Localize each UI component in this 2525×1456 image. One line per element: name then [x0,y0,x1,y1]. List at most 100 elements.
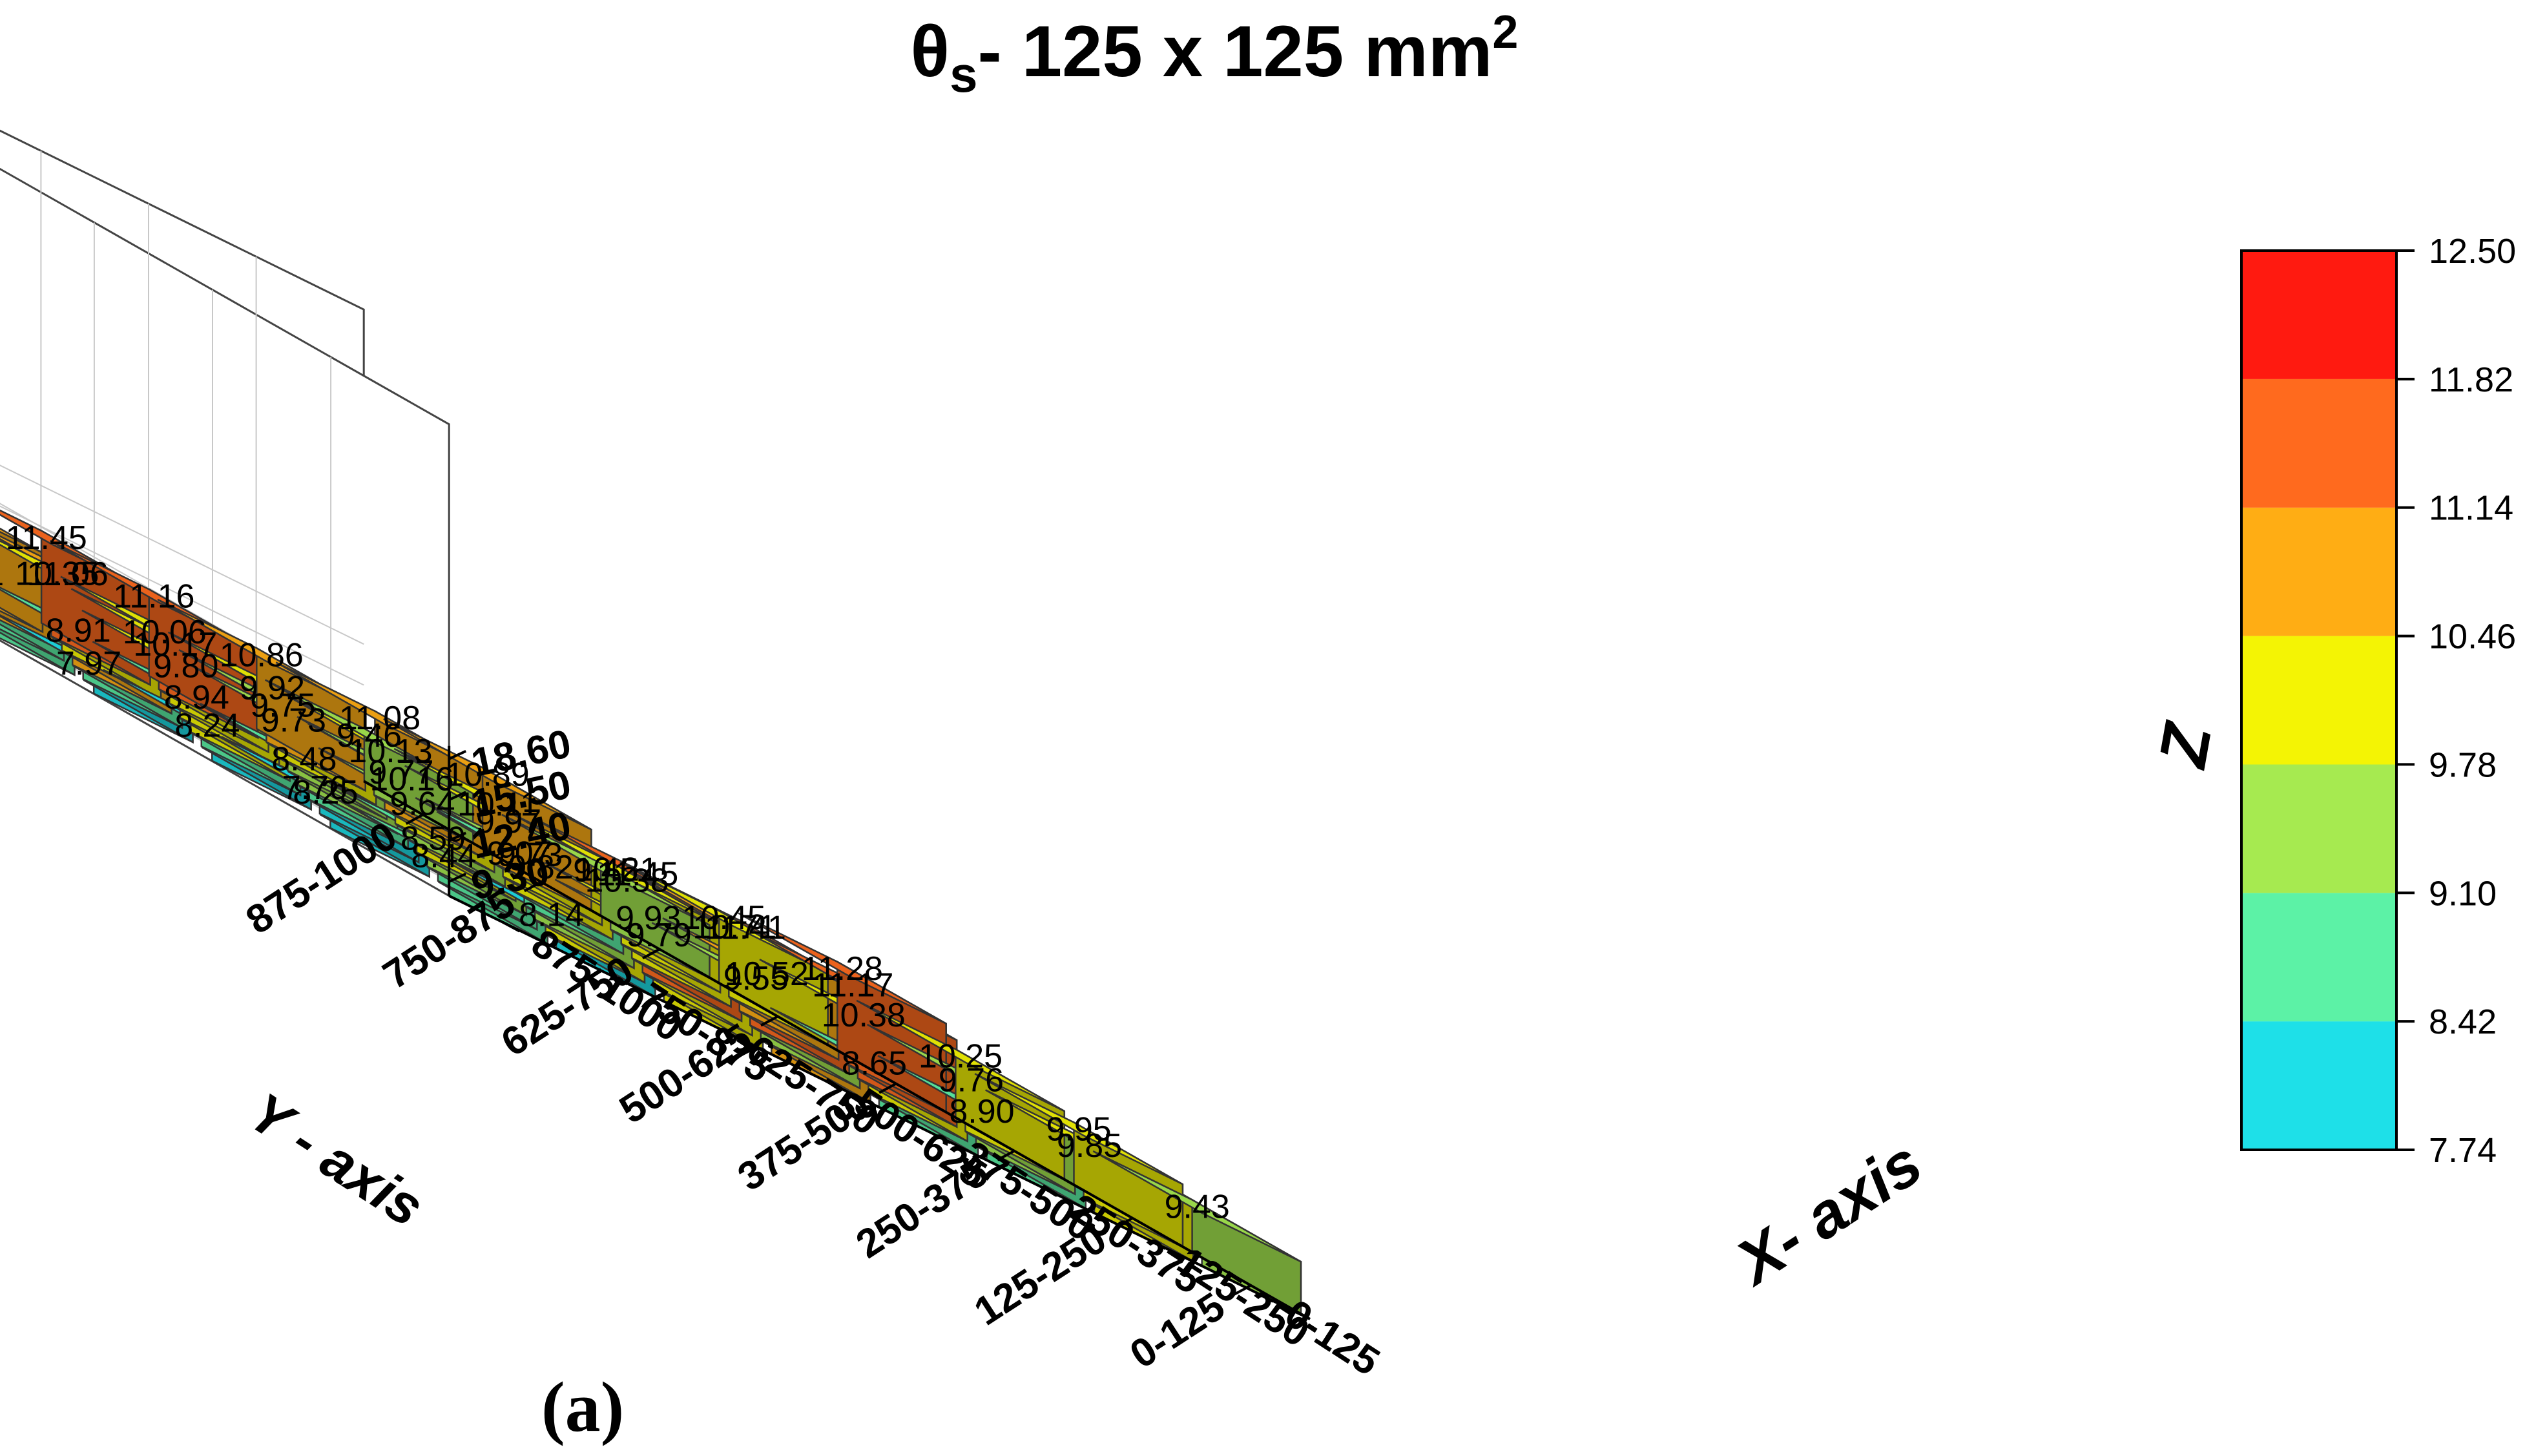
bar-value-label: 9.80 [153,648,218,685]
panel-label: (a) [541,1368,624,1446]
x-tick [1148,1238,1167,1250]
y-tick [1115,1217,1134,1229]
colorbar-label: 8.42 [2429,1003,2497,1041]
bar-value-label: 7.76 [282,769,348,807]
bar-value-label: 10.06 [123,614,207,651]
bar-value-label: 9.73 [261,702,326,740]
colorbar-swatch [2241,379,2396,508]
bar-value-label: 9.95 [1046,1111,1111,1149]
bar-value-label: 8.90 [949,1093,1014,1130]
bar-value-label: 9.82 [508,849,573,886]
bar-value-label: 10.38 [585,862,669,900]
bar-value-label: 8.84 [0,561,3,598]
x-tick [717,1026,736,1039]
colorbar-swatch [2241,764,2396,893]
bar-value-label: 11.17 [812,967,893,1004]
y-tick [878,1082,897,1094]
bar-value-label: 8.94 [164,679,229,716]
colorbar-swatch [2241,1021,2396,1150]
bar-value-label: 8.14 [519,896,584,933]
title-rest: - 125 x 125 mm [977,11,1492,92]
bar-value-label: 10.71 [692,909,776,946]
colorbar-label: 7.74 [2429,1131,2497,1170]
bar-value-label: 9.75 [250,687,315,725]
bar-value-label: 7.97 [56,645,121,682]
x-axis-line [448,895,1311,1320]
bar-top [512,813,721,926]
grid-line [0,464,364,645]
bar-value-label: 8.65 [842,1045,907,1083]
bar-value-label: 10.38 [822,997,906,1034]
bar-value-label: 10.89 [446,756,530,794]
colorbar-swatch [2241,636,2396,765]
z-tick [448,791,467,801]
bar-value-label: 9.43 [1165,1189,1230,1226]
y-tick [405,813,424,826]
y-tick-label: 875-1000 [238,813,404,943]
z-tick [448,831,467,842]
y-tick [523,880,542,893]
bar-value-label: 8.24 [174,707,240,744]
x-tick [932,1132,951,1145]
bar-value-label: 9.76 [939,1062,1004,1099]
colorbar-label: 11.82 [2429,360,2513,399]
colorbar-label: 12.50 [2429,232,2516,271]
x-axis-label: X- axis [1721,1127,1934,1299]
y-tick-label: 250-375 [849,1150,996,1267]
bar-value-label: 11.45 [597,855,678,893]
bar-value-label: 8.44 [411,837,476,875]
colorbar-label: 10.46 [2429,618,2516,656]
colorbar-swatch [2241,893,2396,1022]
y-axis-label: Y - axis [238,1081,435,1239]
bar-value-label: 9.92 [240,669,305,707]
colorbar-frame [2240,249,2398,1151]
z-tick [448,749,467,760]
bar-value-label: 9.45 [573,852,638,889]
bar-value-label: 9.46 [337,717,402,754]
bar-value-label: 9.93 [616,900,681,937]
title-superscript: 2 [1492,6,1518,58]
colorbar-label: 9.10 [2429,874,2497,913]
title-main: θ [911,11,950,92]
bar-top [383,718,592,831]
y-tick [760,1015,778,1027]
bar-value-label: 9.07 [486,835,552,873]
z-axis-label: Z [2145,716,2226,774]
y-tick [642,948,660,960]
bar-value-label: 10.86 [220,637,304,674]
bar-value-label: 11.45 [6,519,87,557]
bar-value-label: 9.97 [476,803,541,840]
bar-value-label: 11.08 [339,700,421,737]
bar-top [974,1073,1183,1185]
bar-value-label: 10.21 [574,851,658,889]
bar-value-label: 10.11 [457,786,539,824]
bar-value-label: 10.25 [919,1038,1003,1076]
x-tick [1040,1185,1059,1198]
grid-line [0,505,364,686]
y-axis-line [363,780,1311,1320]
bar-top [856,999,1065,1112]
bar-value-label: 10.35 [15,556,99,593]
bar [974,1073,1184,1249]
colorbar-label: 11.14 [2429,489,2513,528]
x-tick [825,1079,844,1092]
bar-value-label: 11.41 [705,909,786,946]
bar-value-label: 11.16 [113,578,194,616]
colorbar-label: 9.78 [2429,745,2497,784]
y-tick-label: 0-125 [1123,1284,1233,1377]
bar-value-label: 10.45 [682,899,766,937]
bar-value-label: 9.73 [497,837,563,874]
bar-value-label: 10.13 [348,733,432,770]
bar-top [1092,1150,1302,1263]
bar-value-label: 10.17 [133,626,217,663]
title-subscript: s [950,46,977,103]
bar-top [0,527,43,554]
colorbar-swatch [2241,251,2396,379]
bar-top [501,813,711,926]
x-tick [1255,1291,1274,1303]
bar-value-label: 11.28 [802,950,883,988]
x-tick [610,973,629,986]
bar-value-label: 9.77 [368,754,433,791]
y-tick-label: 125-250 [967,1217,1114,1335]
